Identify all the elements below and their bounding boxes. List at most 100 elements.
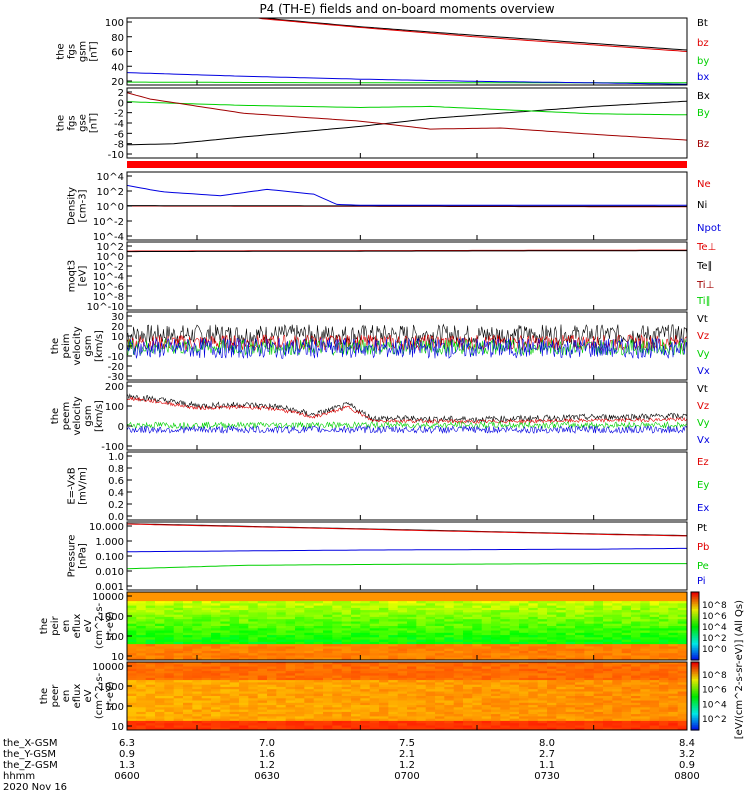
y-axis-label: the peem velocity gsm [km/s] xyxy=(50,396,105,435)
series-lines xyxy=(127,92,687,146)
spectrogram xyxy=(127,592,687,660)
colorbar-tick: 10^4 xyxy=(702,700,727,710)
footer-value: 0600 xyxy=(114,771,139,782)
y-label-line: [eV] xyxy=(78,266,89,287)
footer-value: 0.9 xyxy=(119,749,135,760)
y-tick-label: 100 xyxy=(105,402,124,413)
y-tick-label: 0.6 xyxy=(108,476,124,487)
y-tick-label: -10 xyxy=(108,352,124,363)
y-tick-label: 10^-4 xyxy=(93,232,124,243)
legend-Bx: Bx xyxy=(697,91,710,102)
legend-Vy: Vy xyxy=(697,349,710,360)
y-tick-label: 20 xyxy=(111,77,124,88)
y-tick-label: 2 xyxy=(118,88,124,99)
y-label-line: eflux xyxy=(72,614,83,639)
y-tick-label: 10^-8 xyxy=(93,292,124,303)
y-tick-label: 10^-2 xyxy=(93,262,124,273)
series-Npot xyxy=(127,184,687,206)
y-label-line: moqt3 xyxy=(67,260,78,293)
y-tick-label: 1.000 xyxy=(95,537,124,548)
series-Vx xyxy=(127,337,687,359)
y-label-line: [cm-3] xyxy=(78,189,89,222)
legend-Bz: Bz xyxy=(697,139,709,150)
y-label-line: peem xyxy=(61,402,72,430)
y-label-line: [mV/m] xyxy=(78,467,89,505)
legend-Te⊥: Te⊥ xyxy=(696,242,716,253)
y-tick-label: 10^2 xyxy=(97,187,124,198)
y-tick-label: 0 xyxy=(118,422,124,433)
series-Pe xyxy=(127,563,687,570)
legend-Vz: Vz xyxy=(697,401,709,412)
legend-Te∥: Te∥ xyxy=(696,261,713,272)
legend-Vt: Vt xyxy=(697,384,708,395)
y-label-line: velocity xyxy=(72,326,83,365)
series-Bz xyxy=(127,92,687,141)
footer-date: 2020 Nov 16 xyxy=(3,782,67,793)
legend-Vx: Vx xyxy=(697,366,710,377)
y-label-line: Density xyxy=(67,187,78,225)
y-label-line: [nT] xyxy=(89,41,100,61)
series-lines xyxy=(127,184,687,208)
series-lines xyxy=(127,523,687,570)
footer-label: the_X-GSM xyxy=(3,738,57,749)
footer-value: 6.3 xyxy=(119,738,135,749)
colorbar-tick: 10^2 xyxy=(702,634,727,644)
y-axis-label: E=-VxB [mV/m] xyxy=(67,467,89,505)
panel-4: 10^210^010^-210^-410^-610^-810^-10 moqt3[… xyxy=(67,241,716,313)
panel-9: 10000 1000 100 10 the peir en eflux eV (cm^2-s-sr… xyxy=(39,591,688,663)
y-tick-label: 10^-2 xyxy=(93,217,124,228)
y-label-line: [km/s] xyxy=(94,330,105,362)
y-tick-label: 10 xyxy=(111,332,124,343)
y-tick-label: 10 xyxy=(111,722,124,733)
y-tick-label: -30 xyxy=(108,372,124,383)
y-tick-label: 100 xyxy=(105,702,124,713)
footer-value: 0730 xyxy=(534,771,559,782)
series-Ni xyxy=(127,205,687,207)
y-axis-label: the fgs gsm [nT] xyxy=(56,41,100,62)
panel-7: 1.00.80.60.40.20.0 E=-VxB [mV/m] Ez Ey Ex xyxy=(67,451,709,523)
y-tick-label: 1.0 xyxy=(108,452,124,463)
y-axis-label: moqt3 [eV] xyxy=(67,260,89,293)
y-tick-label: 10^-10 xyxy=(87,302,124,313)
y-label-line: sr-eV) xyxy=(105,681,116,710)
legend-Bt: Bt xyxy=(697,18,708,29)
y-label-line: E=-VxB xyxy=(67,467,78,504)
legend-Ex: Ex xyxy=(697,503,709,514)
footer-value: 8.4 xyxy=(679,738,695,749)
y-label-line: the xyxy=(39,618,50,634)
y-tick-label: -6 xyxy=(114,129,124,140)
series-Bx xyxy=(127,100,687,146)
footer-value: 7.0 xyxy=(259,738,275,749)
colorbar-frame xyxy=(690,591,700,661)
legend-Pt: Pt xyxy=(697,523,707,534)
legend-Ti⊥: Ti⊥ xyxy=(696,280,714,291)
y-label-line: peer xyxy=(50,684,61,708)
colorbar-frame xyxy=(690,661,700,731)
colorbar-label: [eV/(cm^2-s-sr-eV)] (All Qs) xyxy=(734,600,745,739)
y-tick-label: -2 xyxy=(114,109,124,120)
legend-Pb: Pb xyxy=(697,542,709,553)
footer-value: 1.3 xyxy=(119,760,135,771)
y-label-line: (cm^2-s- xyxy=(94,602,105,649)
y-tick-label: 0.010 xyxy=(95,567,124,578)
legend-Vz: Vz xyxy=(697,331,709,342)
y-label-line: peim xyxy=(61,333,72,358)
panel-6: 200 100 0 -100 the peem velocity gsm [km/s] Vt Vz V… xyxy=(50,381,710,453)
footer-value: 1.2 xyxy=(399,760,415,771)
footer-value: 0800 xyxy=(674,771,699,782)
colorbar-tick: 10^8 xyxy=(702,601,727,611)
series-lines xyxy=(127,323,687,359)
legend-Ez: Ez xyxy=(697,457,709,468)
series-lines xyxy=(127,249,687,253)
series-Te∥ xyxy=(127,250,687,253)
y-label-line: gsm xyxy=(78,41,89,62)
y-label-line: gsm xyxy=(83,335,94,356)
footer-value: 1.1 xyxy=(539,760,555,771)
y-tick-label: 1000 xyxy=(99,682,124,693)
y-tick-label: -4 xyxy=(114,119,124,130)
series-bz xyxy=(255,18,687,52)
legend-Ti∥: Ti∥ xyxy=(696,296,711,307)
